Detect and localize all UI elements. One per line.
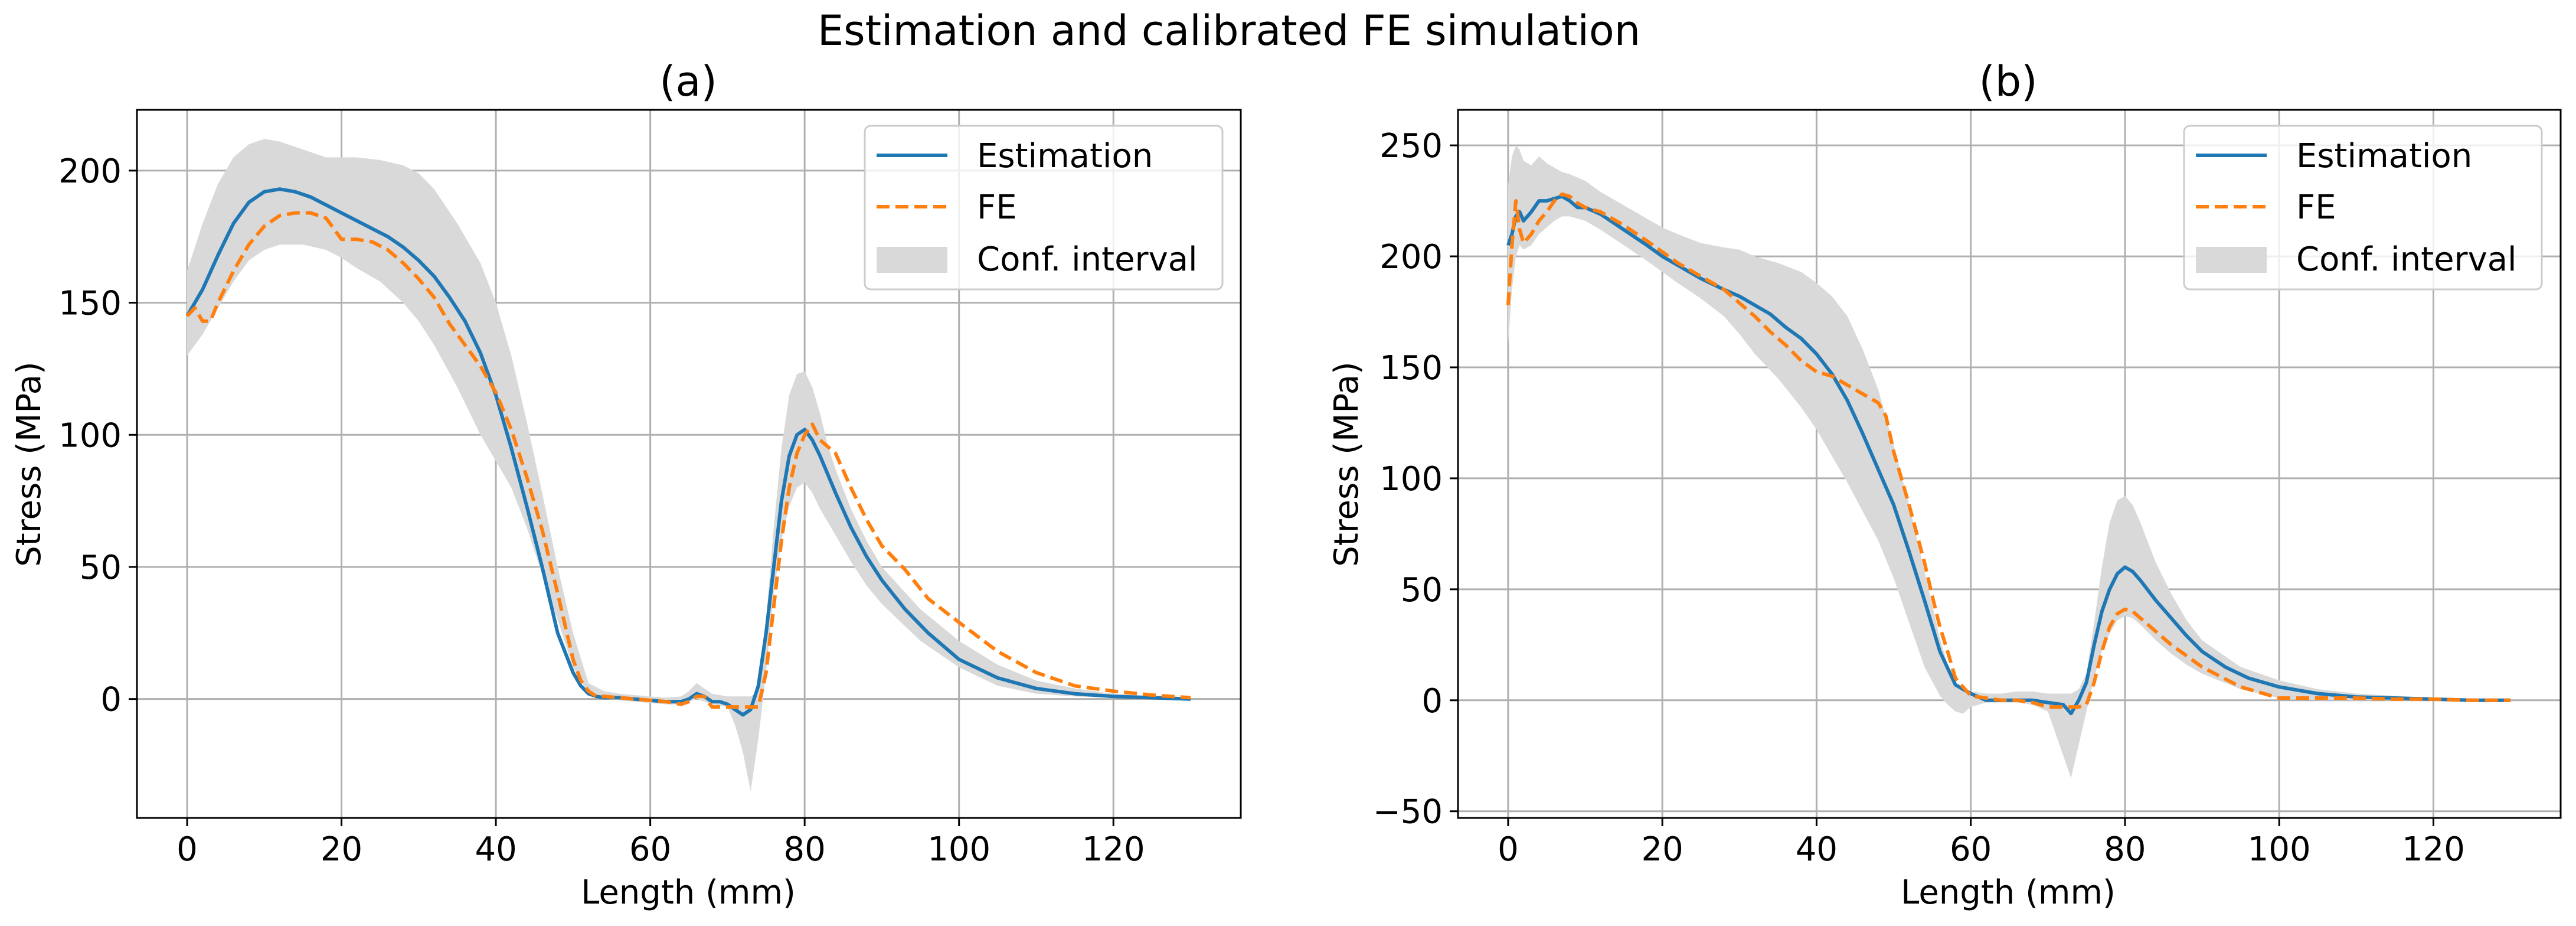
legend-estimation-label: Estimation <box>2296 137 2472 175</box>
chart-b-x-ticks: 0 20 40 60 80 100 120 <box>1498 818 2465 869</box>
chart-b-x-tick-label-3: 60 <box>1950 830 1992 869</box>
chart-a-x-tick-label-2: 40 <box>475 830 516 869</box>
chart-a: (a) 0 20 40 60 80 100 120 0 50 100 150 200 Length … <box>10 57 1242 912</box>
chart-b-y-tick-label-5: 200 <box>1379 238 1443 276</box>
chart-a-y-ticks: 0 50 100 150 200 <box>58 152 137 719</box>
chart-b-y-tick-label-6: 250 <box>1379 127 1443 165</box>
chart-a-x-tick-label-3: 60 <box>629 830 671 869</box>
chart-b-y-tick-label-0: −50 <box>1373 793 1443 832</box>
legend-conf-interval-swatch <box>2196 247 2267 273</box>
chart-b-y-ticks: −50 0 50 100 150 200 250 <box>1373 127 1458 832</box>
chart-a-axes-frame <box>136 109 1242 819</box>
chart-a-x-axis-label: Length (mm) <box>581 873 796 912</box>
chart-b-title: (b) <box>1979 57 2037 106</box>
legend-fe-label: FE <box>2296 188 2336 227</box>
chart-b-x-tick-label-2: 40 <box>1796 830 1838 869</box>
chart-a-estimation-line <box>185 187 1191 717</box>
chart-a-x-tick-label-6: 120 <box>1082 830 1145 869</box>
legend-conf-interval-label: Conf. interval <box>977 240 1198 279</box>
chart-a-x-tick-label-0: 0 <box>176 830 198 869</box>
figure-title: Estimation and calibrated FE simulation <box>818 6 1640 55</box>
chart-a-y-tick-label-2: 100 <box>58 416 122 455</box>
chart-a-y-tick-label-3: 150 <box>58 285 122 323</box>
chart-b-conf-interval-band <box>1508 145 2511 778</box>
chart-b-fe-line <box>1506 192 2511 709</box>
legend-conf-interval-label: Conf. interval <box>2296 240 2517 279</box>
chart-b-y-tick-label-2: 50 <box>1401 571 1443 609</box>
chart-a-fe-line <box>185 211 1191 709</box>
chart-b-x-tick-label-1: 20 <box>1642 830 1683 869</box>
chart-a-y-tick-label-0: 0 <box>100 681 122 719</box>
chart-a-legend: Estimation FE Conf. interval <box>864 125 1224 291</box>
chart-b-x-tick-label-5: 100 <box>2248 830 2311 869</box>
chart-a-title: (a) <box>659 57 717 106</box>
chart-b-x-tick-label-6: 120 <box>2402 830 2465 869</box>
chart-b-y-axis-label: Stress (MPa) <box>1328 361 1366 566</box>
chart-b-x-axis-label: Length (mm) <box>1901 873 2116 912</box>
chart-b-x-tick-label-4: 80 <box>2104 830 2146 869</box>
legend-fe-label: FE <box>977 188 1017 227</box>
chart-b-legend: Estimation FE Conf. interval <box>2183 125 2543 291</box>
chart-a-x-tick-label-1: 20 <box>321 830 362 869</box>
chart-b-x-tick-label-0: 0 <box>1498 830 1519 869</box>
chart-b-y-tick-label-1: 0 <box>1421 682 1443 720</box>
chart-a-x-tick-label-5: 100 <box>927 830 990 869</box>
chart-a-y-axis-label: Stress (MPa) <box>10 361 48 566</box>
chart-b: (b) 0 20 40 60 80 100 120 −50 0 50 100 150 200 250 L… <box>1328 57 2562 912</box>
chart-b-y-tick-label-3: 100 <box>1379 460 1443 498</box>
chart-b-y-tick-label-4: 150 <box>1379 349 1443 387</box>
chart-a-x-ticks: 0 20 40 60 80 100 120 <box>176 818 1145 869</box>
chart-a-y-tick-label-4: 200 <box>58 152 122 191</box>
chart-a-x-tick-label-4: 80 <box>784 830 826 869</box>
legend-estimation-label: Estimation <box>977 137 1153 175</box>
chart-a-conf-interval-band <box>187 139 1191 792</box>
chart-a-y-tick-label-1: 50 <box>80 549 122 587</box>
chart-b-axes-frame <box>1457 109 2562 819</box>
legend-conf-interval-swatch <box>877 247 947 273</box>
chart-b-estimation-line <box>1506 194 2511 716</box>
